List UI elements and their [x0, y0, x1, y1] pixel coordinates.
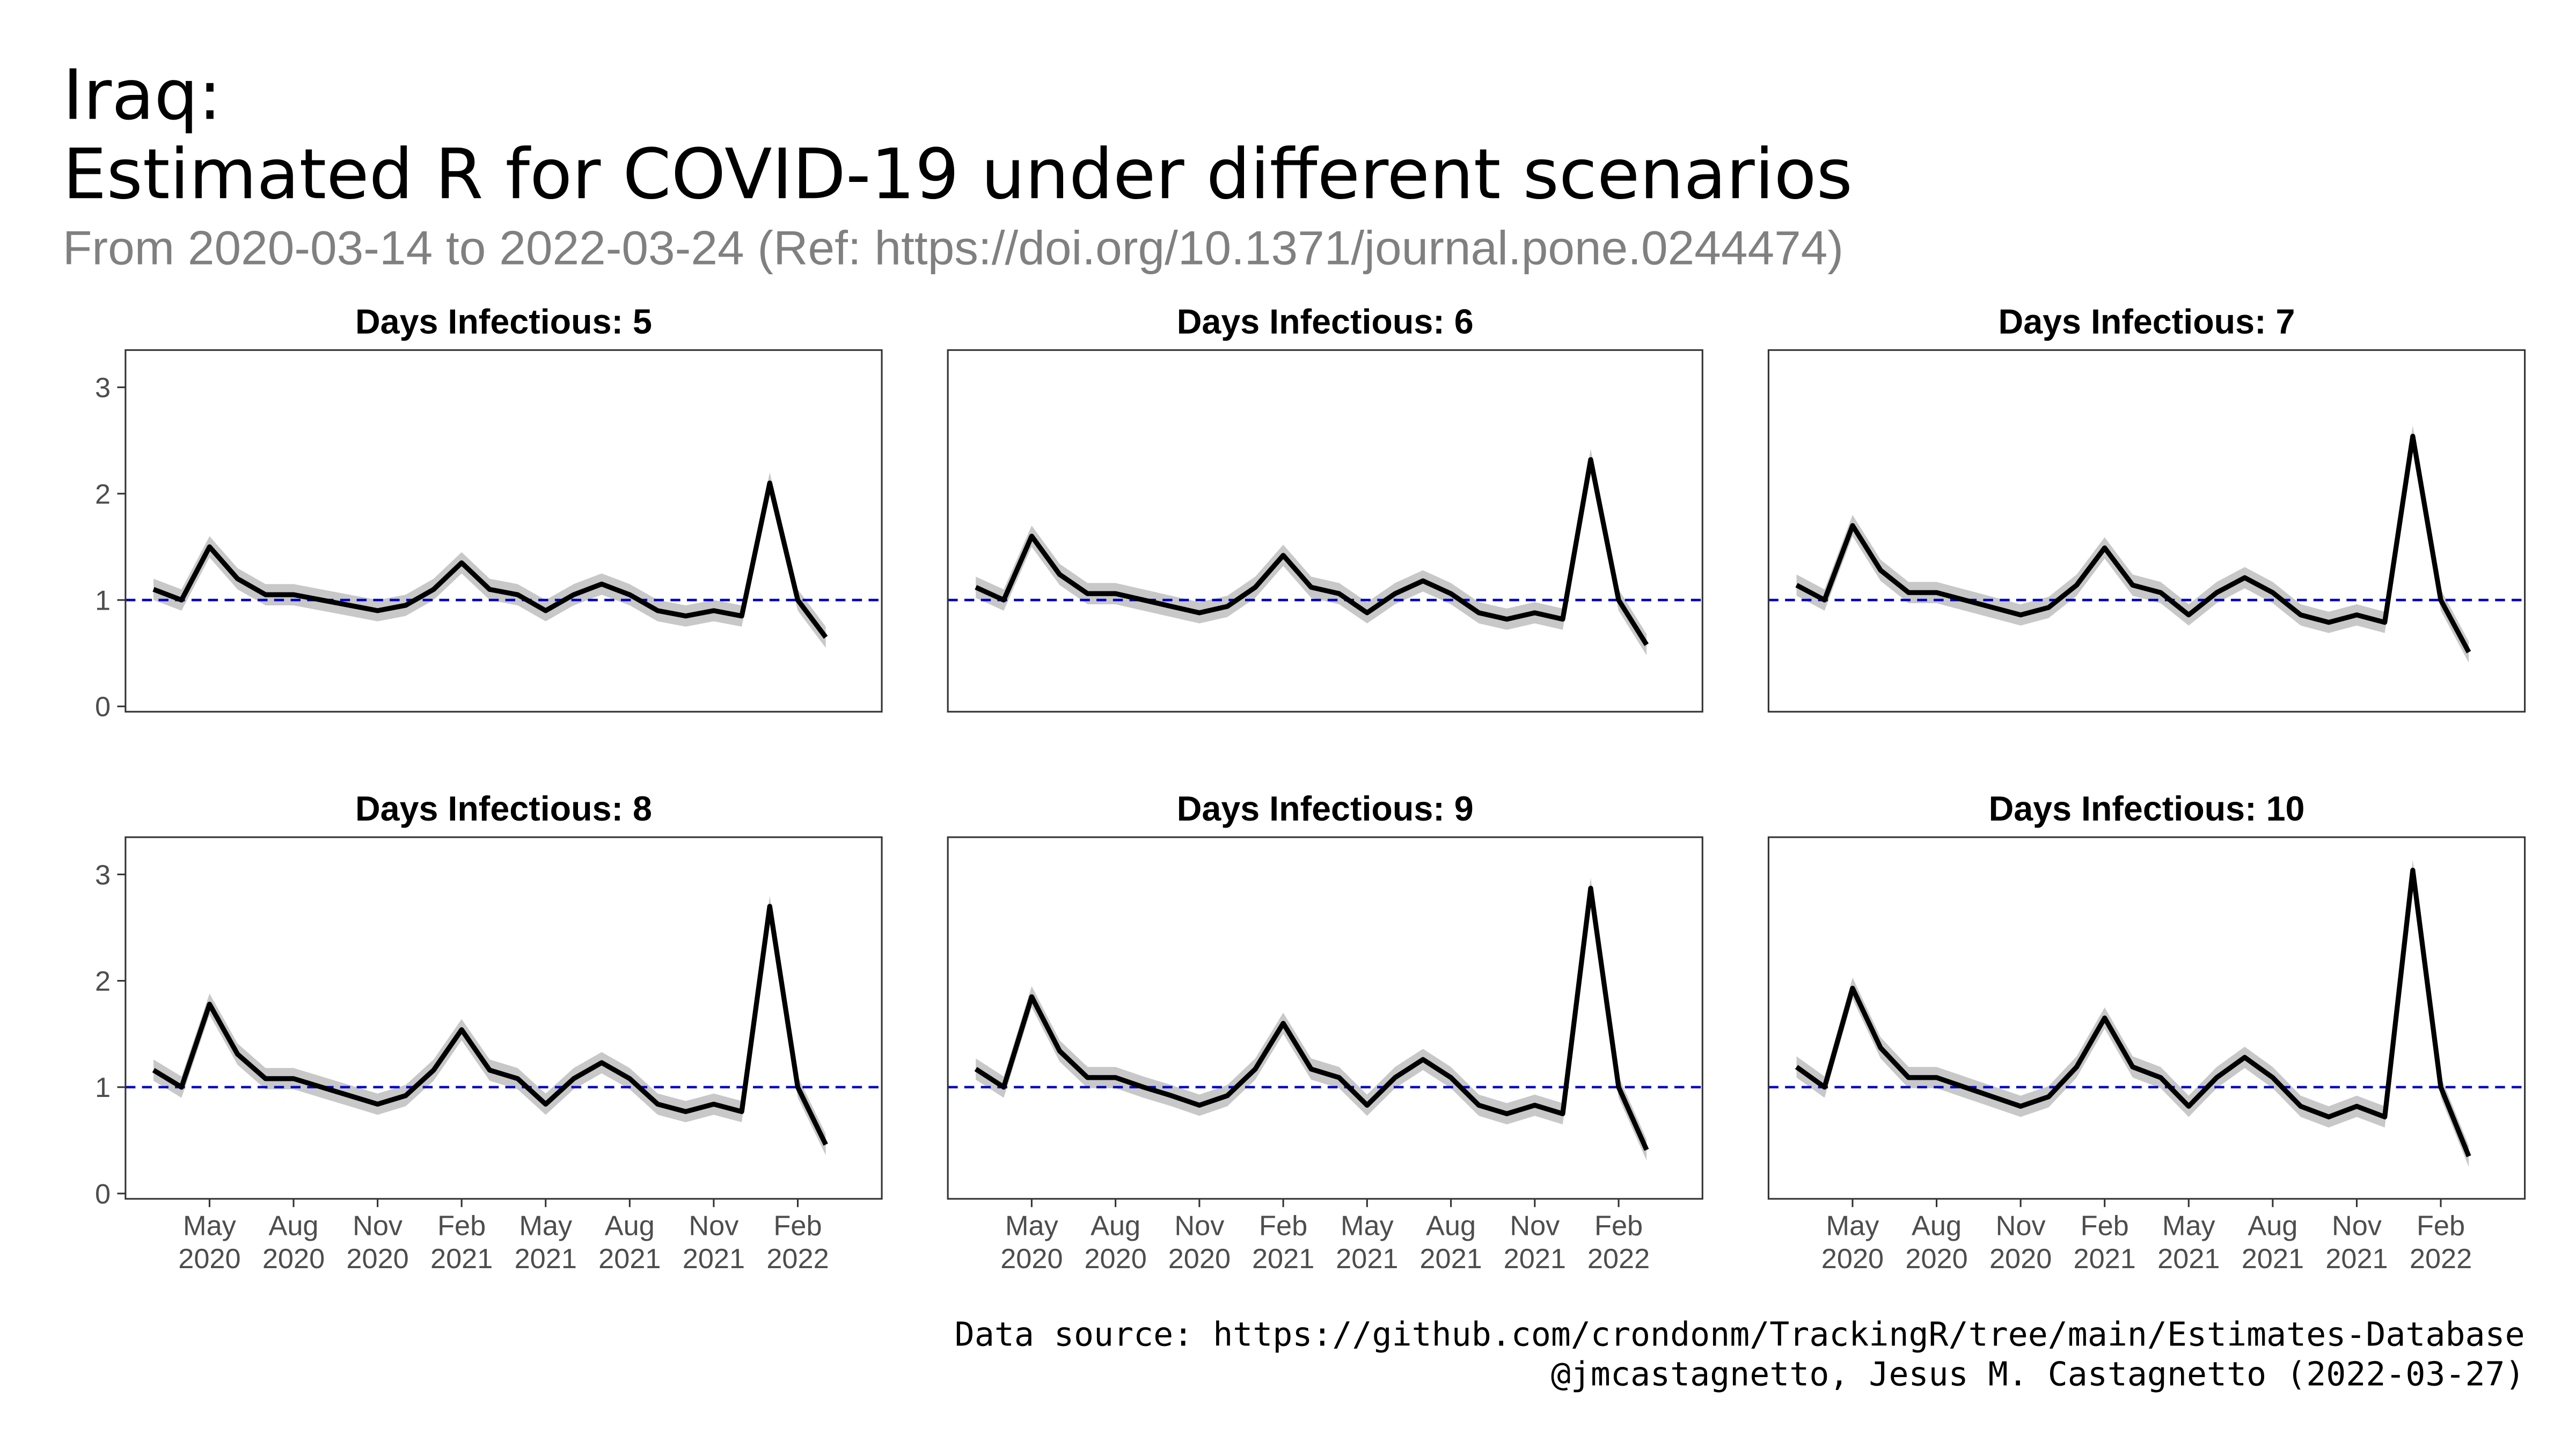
ribbon: [976, 877, 1647, 1161]
x-tick-label: Nov 2020: [1168, 1211, 1231, 1275]
y-tick-label: 1: [95, 586, 111, 617]
x-tick-label: Aug 2021: [2242, 1211, 2304, 1275]
x-tick-label: Aug 2020: [1084, 1211, 1146, 1275]
x-tick-label: Nov 2020: [1989, 1211, 2052, 1275]
x-tick-label: Feb 2021: [1252, 1211, 1314, 1275]
ribbon: [1796, 859, 2469, 1167]
x-tick-label: Feb 2022: [2410, 1211, 2472, 1275]
x-tick-label: Feb 2021: [2074, 1211, 2136, 1275]
line: [974, 885, 1649, 1151]
y-tick-label: 0: [95, 692, 111, 723]
ribbon: [153, 472, 826, 648]
y-tick-label: 2: [95, 966, 111, 997]
panel-title: Days Infectious: 5: [355, 303, 652, 341]
x-tick-label: May 2021: [2157, 1211, 2220, 1275]
panel-border: [125, 836, 883, 1200]
line: [975, 457, 1649, 646]
caption-line: @jmcastagnetto, Jesus M. Castagnetto (20…: [1551, 1355, 2525, 1394]
caption-line: Data source: https://github.com/crondonm…: [955, 1315, 2525, 1354]
line: [1795, 434, 2471, 654]
subtitle: From 2020-03-14 to 2022-03-24 (Ref: http…: [63, 221, 1843, 274]
panel-title: Days Infectious: 9: [1177, 789, 1474, 828]
panel-border: [1767, 836, 2526, 1200]
line: [152, 480, 828, 639]
panel-border: [1767, 349, 2526, 713]
ribbon: [1796, 426, 2469, 663]
x-tick-label: May 2020: [1000, 1211, 1063, 1275]
title-line: Estimated R for COVID-19 under different…: [63, 134, 1853, 215]
x-tick-label: May 2020: [1821, 1211, 1884, 1275]
panel-title: Days Infectious: 6: [1177, 303, 1474, 341]
x-tick-label: Aug 2020: [1905, 1211, 1967, 1275]
panel-border: [125, 349, 883, 713]
x-tick-label: Aug 2021: [598, 1211, 661, 1275]
line: [1795, 867, 2471, 1158]
x-tick-label: Aug 2020: [262, 1211, 325, 1275]
y-tick-label: 3: [95, 372, 111, 404]
x-tick-label: Nov 2020: [346, 1211, 408, 1275]
line: [152, 904, 828, 1146]
panel-title: Days Infectious: 8: [355, 789, 652, 828]
x-tick-label: Nov 2021: [2325, 1211, 2388, 1275]
title-line: Iraq:: [63, 55, 222, 136]
ribbon: [153, 896, 826, 1155]
panel-border: [947, 836, 1703, 1200]
ribbon: [976, 449, 1647, 656]
panel-title: Days Infectious: 10: [1989, 789, 2305, 828]
panel-border: [947, 349, 1703, 713]
x-tick-label: May 2021: [1336, 1211, 1398, 1275]
y-tick-label: 0: [95, 1179, 111, 1210]
y-tick-label: 1: [95, 1072, 111, 1103]
x-tick-label: Nov 2021: [683, 1211, 745, 1275]
panel-title: Days Infectious: 7: [1999, 303, 2295, 341]
y-tick-label: 3: [95, 860, 111, 891]
x-tick-label: May 2021: [515, 1211, 577, 1275]
x-tick-label: Feb 2021: [430, 1211, 493, 1275]
x-tick-label: Aug 2021: [1419, 1211, 1482, 1275]
x-tick-label: May 2020: [178, 1211, 240, 1275]
x-tick-label: Feb 2022: [1587, 1211, 1650, 1275]
x-tick-label: Nov 2021: [1504, 1211, 1566, 1275]
y-tick-label: 2: [95, 479, 111, 510]
x-tick-label: Feb 2022: [766, 1211, 829, 1275]
